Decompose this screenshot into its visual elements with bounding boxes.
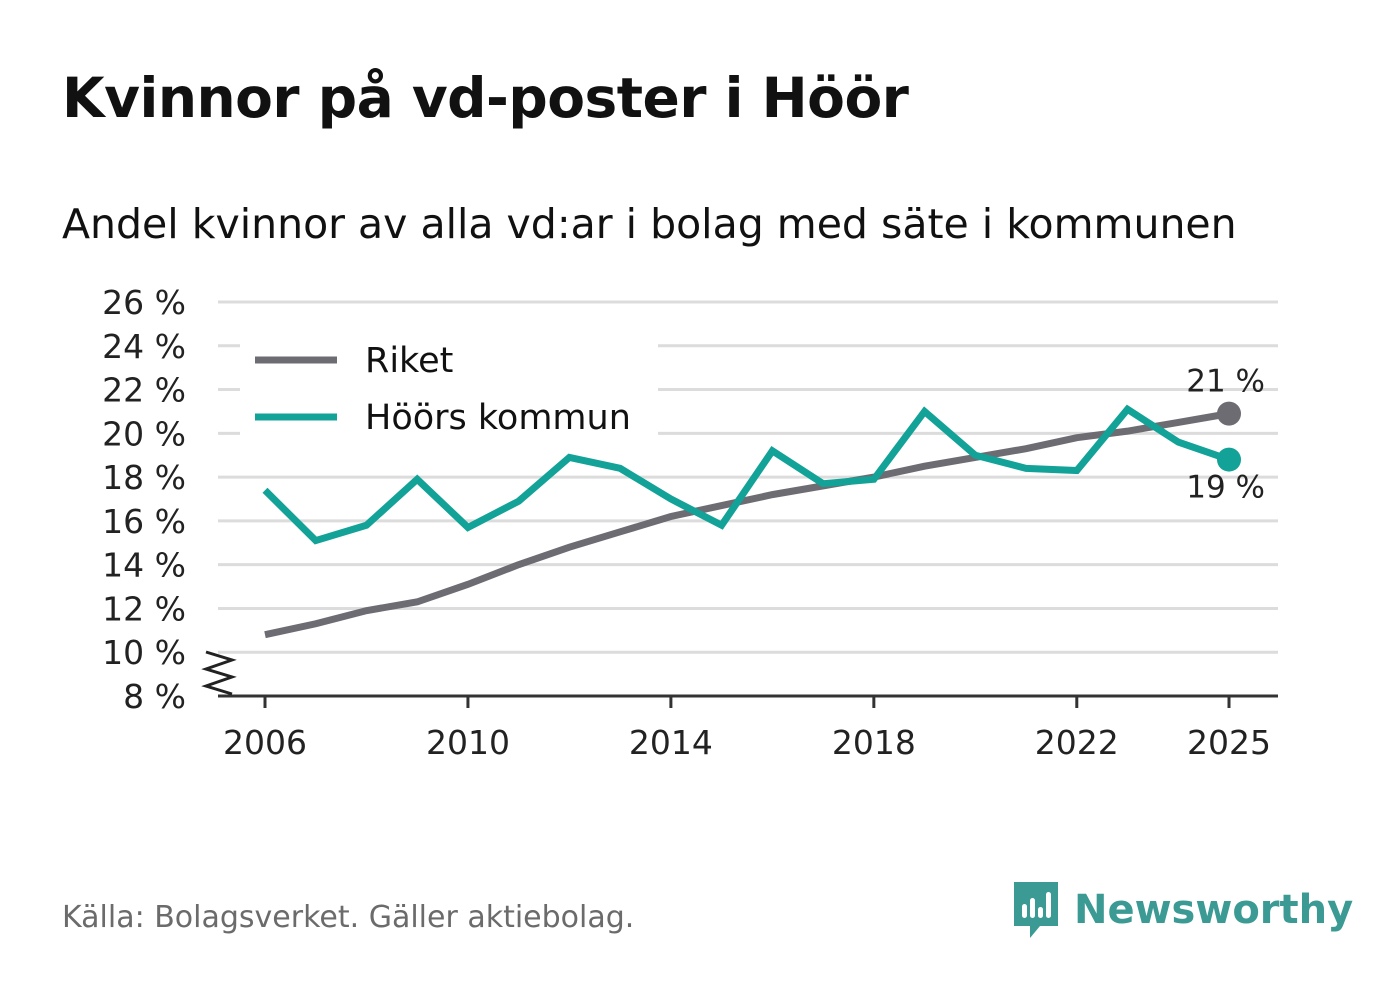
y-tick-label: 18 % xyxy=(102,458,186,497)
y-tick-label: 20 % xyxy=(102,414,186,453)
series-line-kommun xyxy=(262,404,1231,545)
brand-name: Newsworthy xyxy=(1074,887,1354,933)
x-tick-label: 2025 xyxy=(1187,723,1271,762)
y-tick-label: 10 % xyxy=(102,633,186,672)
end-label-riket: 21 % xyxy=(1186,364,1265,400)
legend-box xyxy=(240,332,658,450)
y-tick-label: 22 % xyxy=(102,371,186,410)
y-tick-label: 26 % xyxy=(102,283,186,322)
legend-label-kommun: Höörs kommun xyxy=(365,398,631,438)
end-point-kommun xyxy=(1217,447,1241,472)
x-tick-label: 2010 xyxy=(426,723,510,762)
brand-logo: Newsworthy xyxy=(1010,878,1353,942)
series-line-riket xyxy=(264,410,1230,639)
y-tick-label: 8 % xyxy=(123,677,186,716)
x-tick-label: 2022 xyxy=(1035,723,1119,762)
y-tick-label: 12 % xyxy=(102,589,186,628)
end-label-kommun: 19 % xyxy=(1186,470,1265,506)
x-tick-label: 2006 xyxy=(223,723,307,762)
axis-break-icon xyxy=(201,650,237,696)
legend-label-riket: Riket xyxy=(365,341,453,381)
x-tick-label: 2018 xyxy=(832,723,916,762)
x-tick-label: 2014 xyxy=(629,723,713,762)
end-point-riket xyxy=(1217,401,1241,426)
chart-subtitle: Andel kvinnor av alla vd:ar i bolag med … xyxy=(62,200,1237,248)
y-tick-label: 24 % xyxy=(102,327,186,366)
newsworthy-logo-icon xyxy=(1014,882,1058,938)
y-tick-label: 16 % xyxy=(102,502,186,541)
source-note: Källa: Bolagsverket. Gäller aktiebolag. xyxy=(62,900,635,935)
chart-title: Kvinnor på vd-poster i Höör xyxy=(62,66,909,130)
y-tick-label: 14 % xyxy=(102,546,186,585)
